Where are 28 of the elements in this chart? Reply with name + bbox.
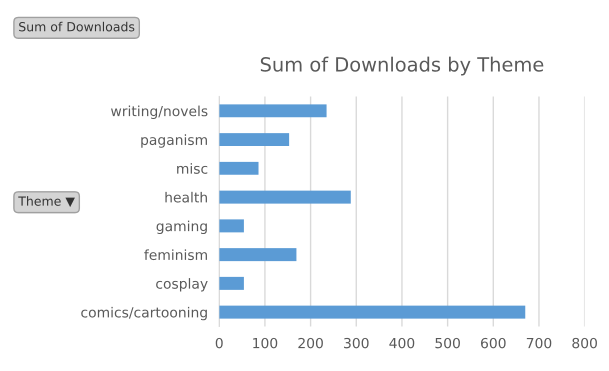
- y-tick-label: paganism: [141, 134, 207, 148]
- bar: [219, 306, 526, 319]
- x-tick-label: 100: [253, 338, 278, 348]
- x-tick-label: 400: [389, 338, 414, 348]
- text: Theme ▼: [18, 196, 75, 208]
- x-tick-label: 500: [435, 338, 460, 348]
- bar: [219, 190, 351, 204]
- text: Sum of Downloads: [19, 22, 134, 32]
- x-tick-label: 0: [216, 338, 223, 348]
- bar: [219, 133, 290, 146]
- y-tick-label: writing/novels: [111, 106, 208, 119]
- bar: [219, 248, 296, 262]
- bar: [219, 162, 259, 175]
- y-tick-label: comics/cartooning: [81, 306, 207, 320]
- x-tick-label: 300: [344, 338, 369, 348]
- y-tick-label: gaming: [156, 220, 207, 234]
- y-tick-label: feminism: [144, 249, 207, 260]
- bar: [219, 276, 244, 290]
- bar: [219, 104, 327, 118]
- bar: [219, 219, 244, 232]
- x-tick-label: 600: [481, 338, 506, 348]
- x-tick-label: 800: [572, 338, 597, 348]
- chart-title: Sum of Downloads by Theme: [260, 56, 544, 76]
- x-tick-label: 200: [298, 338, 323, 348]
- y-tick-label: misc: [177, 163, 208, 174]
- y-tick-label: cosplay: [156, 278, 208, 292]
- x-tick-label: 700: [526, 338, 552, 348]
- y-tick-label: health: [165, 192, 207, 203]
